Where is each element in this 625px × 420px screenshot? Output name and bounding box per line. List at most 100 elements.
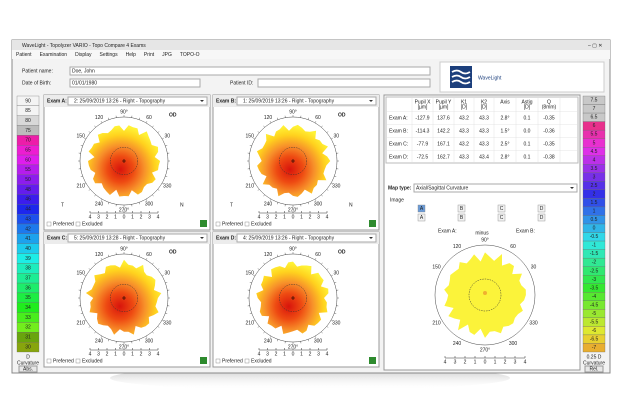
ring-tick	[326, 326, 329, 328]
mm-label: 2	[464, 359, 467, 365]
field-label: Patient name:	[22, 68, 53, 74]
table-cell: 43.4	[479, 154, 489, 160]
image-button[interactable]	[537, 204, 546, 213]
image-button-label[interactable]: A	[420, 215, 424, 221]
checkbox-label[interactable]: Excluded	[251, 359, 272, 365]
image-button[interactable]	[457, 213, 466, 222]
ring-tick	[94, 125, 96, 128]
axis-angle: 150	[246, 270, 255, 276]
text-field[interactable]	[69, 66, 431, 76]
checkbox-label[interactable]: Preferred	[53, 222, 74, 228]
ring-tick	[321, 194, 323, 197]
axis-top: 90°	[120, 246, 128, 252]
exam-dropdown[interactable]	[67, 233, 208, 243]
map-type-value[interactable]: Axial/Sagittal Curvature	[416, 185, 468, 191]
scale-button-label[interactable]: Rel.	[590, 367, 599, 373]
menu-item[interactable]: JPG	[162, 52, 172, 58]
image-button-label[interactable]: C	[500, 215, 504, 221]
exam-dropdown[interactable]	[236, 233, 377, 243]
map-type-dropdown[interactable]	[413, 183, 578, 193]
ring-tick	[88, 268, 91, 270]
menu-item[interactable]: Display	[75, 52, 92, 58]
ring-tick	[88, 131, 91, 133]
ring-tick	[157, 326, 160, 328]
image-button[interactable]	[497, 213, 506, 222]
menu-item[interactable]: TOPO-O	[180, 52, 200, 58]
image-button[interactable]	[417, 204, 426, 213]
checkbox[interactable]	[215, 221, 221, 227]
scale-mode: Curvature	[17, 360, 39, 366]
exam-selection[interactable]: 4: 25/09/2019 13:26 - Right - Topography	[243, 235, 335, 241]
scale-button[interactable]	[18, 365, 38, 373]
ring-tick	[314, 258, 317, 260]
nasal-label: N	[349, 202, 353, 208]
mm-label: 0	[123, 214, 126, 220]
scale-label: 3	[593, 174, 596, 180]
exam-dropdown[interactable]	[67, 96, 208, 106]
checkbox[interactable]	[75, 358, 81, 364]
ring-tick	[257, 131, 260, 133]
exam-selection[interactable]: 2: 25/09/2019 13:26 - Right - Topography	[74, 98, 166, 104]
ring-tick	[94, 262, 96, 265]
exam-selection[interactable]: 1: 25/09/2019 13:26 - Right - Topography	[243, 98, 335, 104]
checkbox[interactable]	[244, 221, 250, 227]
scale-label: -1	[592, 243, 597, 249]
checkbox-label[interactable]: Preferred	[222, 222, 243, 228]
checkbox[interactable]	[46, 358, 52, 364]
menu-item[interactable]: Patient	[16, 52, 32, 58]
checkbox[interactable]	[46, 221, 52, 227]
image-button-label[interactable]: C	[500, 206, 504, 212]
table-cell: 0.1	[524, 154, 531, 160]
ring-tick	[263, 194, 265, 197]
checkbox-label[interactable]: Preferred	[53, 359, 74, 365]
checkbox[interactable]	[215, 358, 221, 364]
image-label: Image	[390, 197, 404, 203]
checkbox-label[interactable]: Excluded	[251, 222, 272, 228]
image-button-label[interactable]: A	[420, 206, 424, 212]
axis-top: 90°	[289, 246, 297, 252]
table-cell: -0.35	[543, 115, 555, 121]
map-ring	[434, 244, 536, 346]
text-field[interactable]	[257, 78, 431, 88]
scale-label: 43	[25, 216, 31, 222]
scale-button[interactable]	[584, 365, 604, 373]
menu-item[interactable]: Help	[126, 52, 137, 58]
exam-dropdown[interactable]	[236, 96, 377, 106]
ring-tick	[138, 254, 140, 257]
image-button-label[interactable]: D	[540, 206, 544, 212]
image-button-label[interactable]: B	[460, 206, 464, 212]
window-controls[interactable]: – ▢ ✕	[588, 43, 602, 49]
mm-label: 3	[97, 214, 100, 220]
logo-text: WaveLight	[478, 75, 502, 81]
ring-tick	[307, 117, 309, 120]
menu-item[interactable]: Settings	[100, 52, 119, 58]
text-field[interactable]	[69, 78, 201, 88]
menu-item[interactable]: Print	[144, 52, 155, 58]
axis-angle: 240	[95, 202, 104, 208]
image-button[interactable]	[457, 204, 466, 213]
scale-label: 1.5	[591, 200, 598, 206]
scale-label: 34	[25, 305, 31, 311]
image-button-label[interactable]: B	[460, 215, 464, 221]
image-button[interactable]	[417, 213, 426, 222]
exam-selection[interactable]: 5: 25/09/2019 13:28 - Right - Topography	[74, 235, 166, 241]
checkbox[interactable]	[75, 221, 81, 227]
menu-item[interactable]: Examination	[40, 52, 68, 58]
checkbox-label[interactable]: Excluded	[82, 222, 103, 228]
axis-angle: 150	[246, 133, 255, 139]
image-button-label[interactable]: D	[540, 215, 544, 221]
checkbox-label[interactable]: Preferred	[222, 359, 243, 365]
checkbox-label[interactable]: Excluded	[82, 359, 103, 365]
ring-tick	[249, 175, 252, 177]
image-button[interactable]	[537, 213, 546, 222]
mm-label: 4	[157, 351, 160, 357]
image-button[interactable]	[497, 204, 506, 213]
scale-button-label[interactable]: Abs.	[23, 367, 33, 373]
table-cell: 142.2	[437, 128, 450, 134]
ring-tick	[331, 137, 333, 140]
scale-label: -3.5	[590, 285, 599, 291]
checkbox[interactable]	[244, 358, 250, 364]
ring-tick	[277, 339, 279, 342]
scale-label: 0.5	[591, 217, 598, 223]
scale-mode: Curvature	[583, 360, 605, 366]
